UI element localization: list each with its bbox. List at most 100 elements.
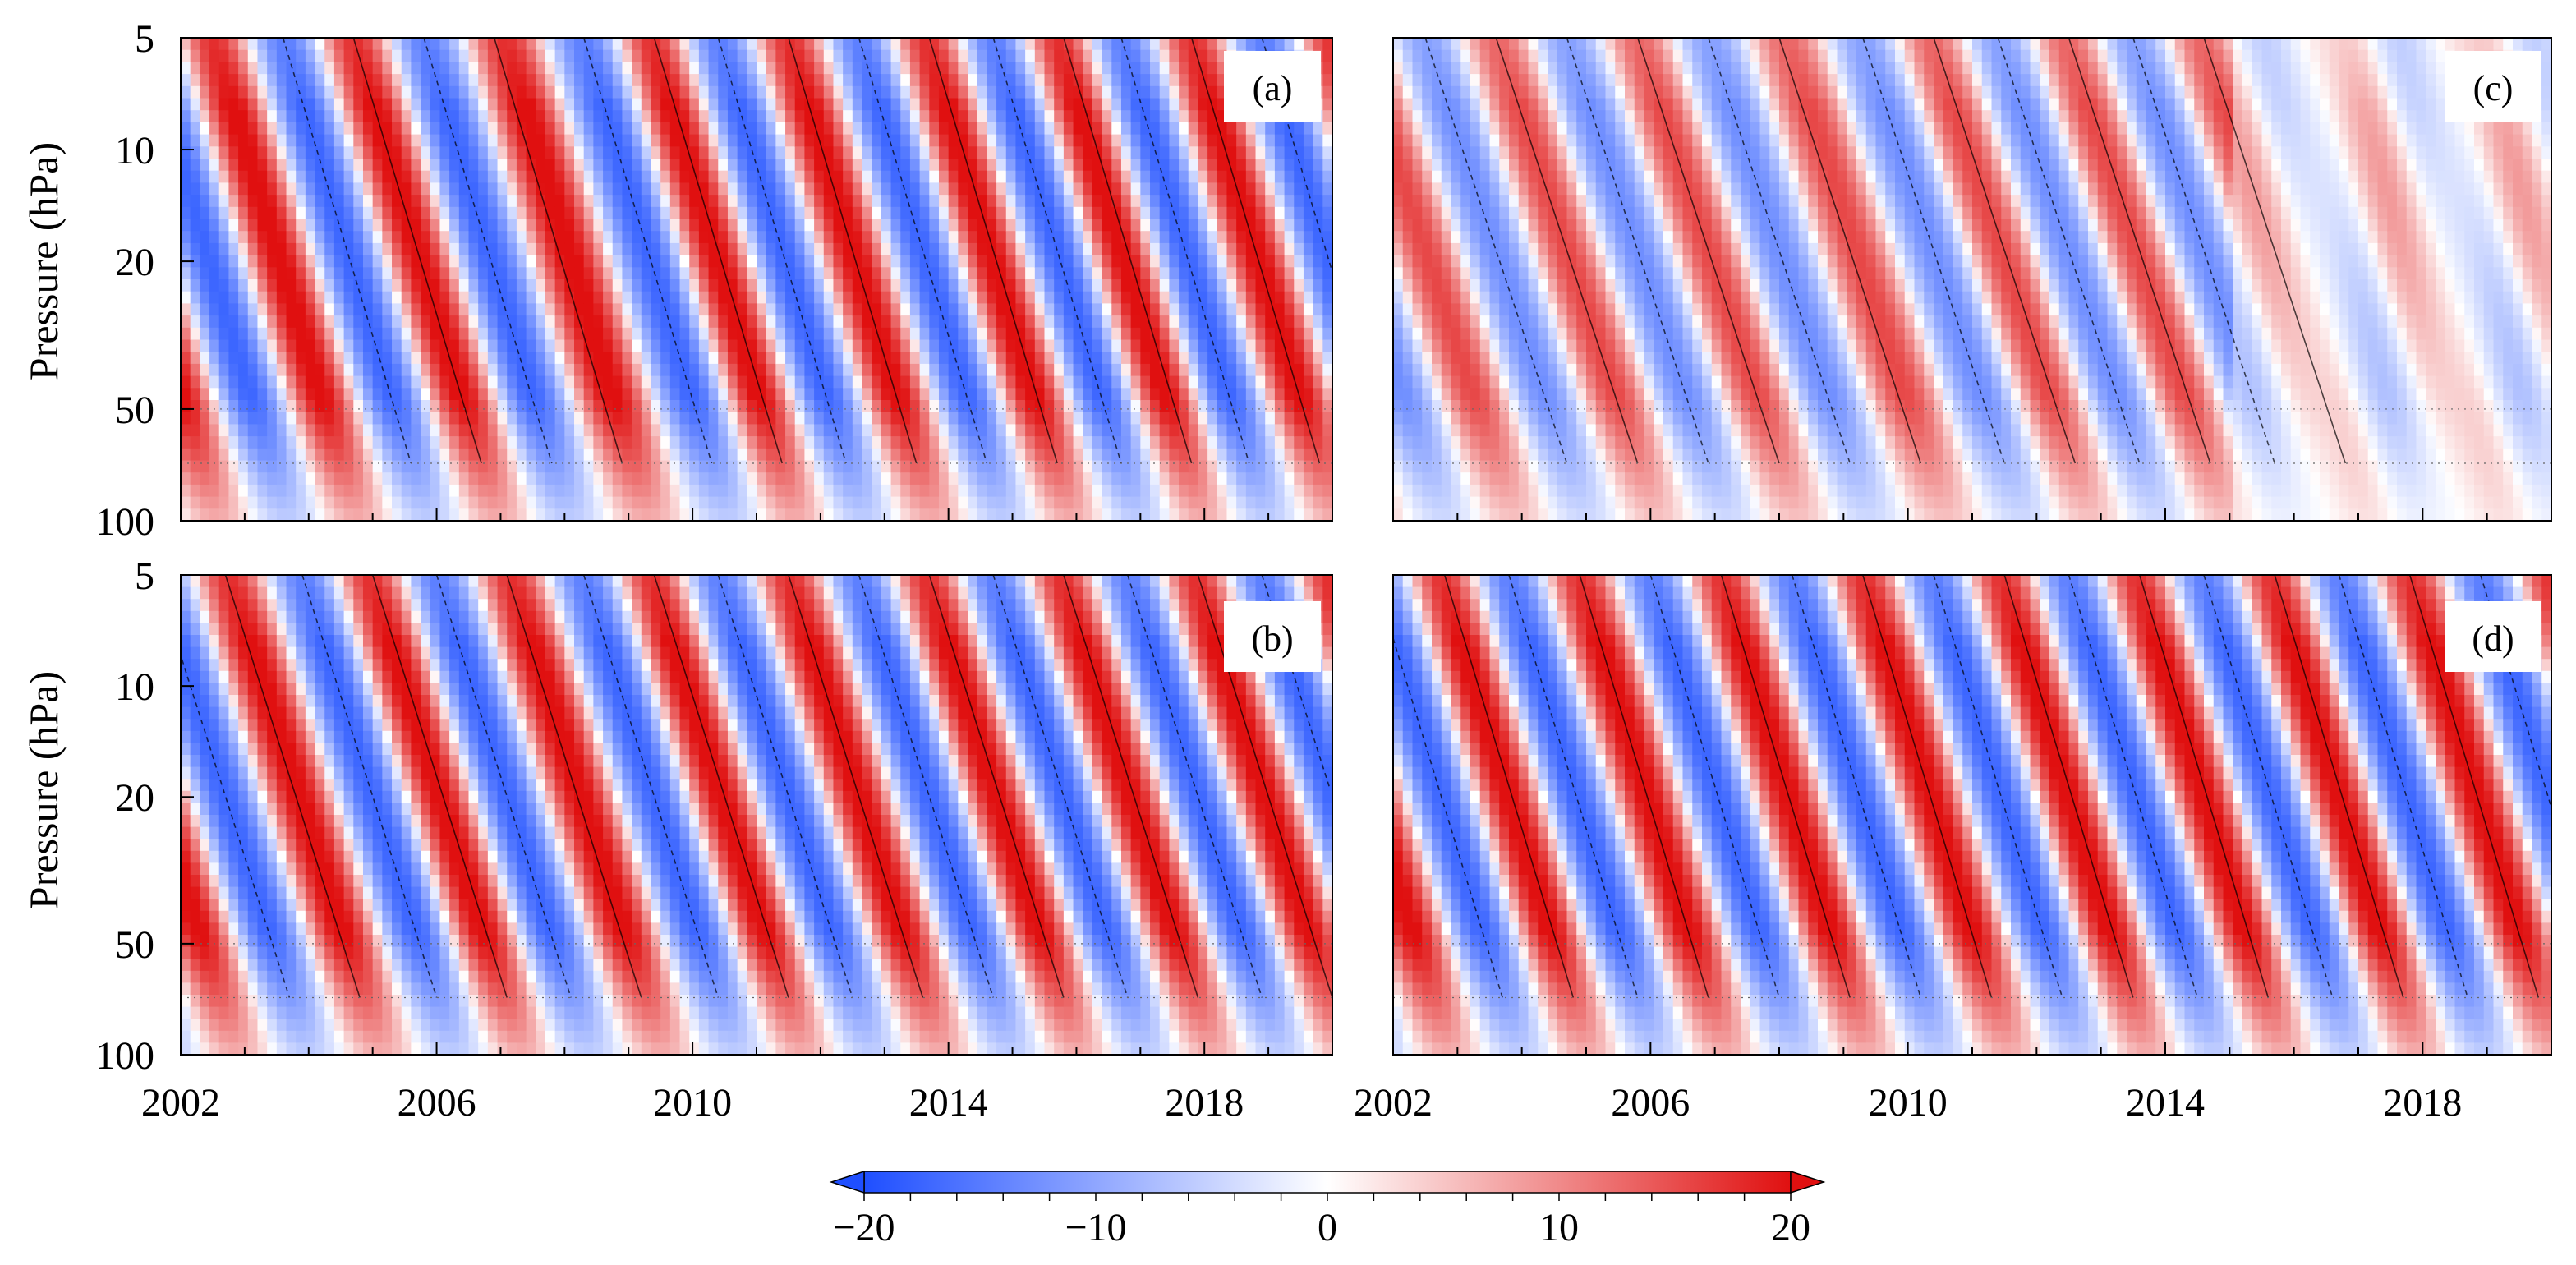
heatmap-cell <box>757 303 766 315</box>
heatmap-cell <box>363 243 373 255</box>
heatmap-cell <box>642 207 651 219</box>
heatmap-cell <box>613 352 623 364</box>
heatmap-cell <box>670 472 680 485</box>
heatmap-cell <box>373 424 383 436</box>
heatmap-cell <box>824 195 834 207</box>
heatmap-cell <box>248 99 258 111</box>
heatmap-cell <box>382 110 392 122</box>
heatmap-cell <box>574 159 584 171</box>
heatmap-cell <box>306 159 315 171</box>
heatmap-cell <box>920 110 930 122</box>
heatmap-cell <box>968 219 978 232</box>
heatmap-cell <box>1025 62 1035 74</box>
heatmap-cell <box>478 195 488 207</box>
heatmap-cell <box>642 86 651 99</box>
heatmap-cell <box>402 38 412 50</box>
heatmap-cell <box>1169 135 1179 147</box>
heatmap-cell <box>1054 195 1064 207</box>
heatmap-cell <box>1092 412 1102 425</box>
heatmap-cell <box>1322 219 1332 232</box>
heatmap-cell <box>228 231 238 243</box>
heatmap-cell <box>1025 292 1035 304</box>
heatmap-cell <box>709 508 719 521</box>
heatmap-cell <box>939 195 949 207</box>
heatmap-cell <box>968 110 978 122</box>
heatmap-cell <box>257 472 267 485</box>
heatmap-cell <box>334 99 344 111</box>
heatmap-cell <box>248 86 258 99</box>
heatmap-cell <box>642 231 651 243</box>
heatmap-cell <box>287 472 297 485</box>
heatmap-cell <box>1054 243 1064 255</box>
heatmap-cell <box>507 255 517 268</box>
heatmap-cell <box>238 231 248 243</box>
heatmap-cell <box>853 424 862 436</box>
heatmap-cell <box>1226 412 1236 425</box>
heatmap-cell <box>478 472 488 485</box>
heatmap-cell <box>1169 364 1179 376</box>
heatmap-cell <box>402 400 412 412</box>
heatmap-cell <box>689 400 699 412</box>
heatmap-cell <box>632 38 642 50</box>
heatmap-cell <box>881 231 891 243</box>
heatmap-cell <box>287 448 297 461</box>
heatmap-cell <box>564 340 574 352</box>
heatmap-cell <box>1236 171 1246 183</box>
heatmap-cell <box>527 231 536 243</box>
heatmap-cell <box>209 731 219 743</box>
heatmap-cell <box>306 231 315 243</box>
heatmap-cell <box>699 340 709 352</box>
heatmap-cell <box>469 315 479 328</box>
heatmap-cell <box>402 388 412 400</box>
heatmap-cell <box>1275 159 1285 171</box>
heatmap-cell <box>814 231 824 243</box>
heatmap-cell <box>219 292 229 304</box>
heatmap-cell <box>651 400 660 412</box>
heatmap-cell <box>929 424 939 436</box>
heatmap-cell <box>1092 448 1102 461</box>
heatmap-cell <box>1102 292 1112 304</box>
heatmap-cell <box>584 315 594 328</box>
heatmap-cell <box>1285 207 1295 219</box>
heatmap-cell <box>1285 292 1295 304</box>
heatmap-cell <box>430 135 440 147</box>
heatmap-cell <box>200 159 209 171</box>
heatmap-cell <box>1265 219 1275 232</box>
heatmap-cell <box>642 135 651 147</box>
heatmap-cell <box>1045 315 1055 328</box>
heatmap-cell <box>191 340 200 352</box>
heatmap-cell <box>228 364 238 376</box>
heatmap-cell <box>728 195 738 207</box>
heatmap-cell <box>660 207 670 219</box>
heatmap-cell <box>334 340 344 352</box>
heatmap-cell <box>1236 303 1246 315</box>
heatmap-cell <box>209 231 219 243</box>
heatmap-cell <box>680 267 690 279</box>
heatmap-cell <box>191 243 200 255</box>
heatmap-cell <box>1208 219 1217 232</box>
heatmap-cell <box>1015 171 1025 183</box>
heatmap-cell <box>939 315 949 328</box>
panel-b: (b) <box>181 575 1333 1056</box>
heatmap-cell <box>344 219 354 232</box>
heatmap-cell <box>574 424 584 436</box>
heatmap-cell <box>738 279 748 292</box>
heatmap-cell <box>603 352 613 364</box>
heatmap-cell <box>814 182 824 195</box>
heatmap-cell <box>1131 497 1141 509</box>
heatmap-cell <box>1025 231 1035 243</box>
heatmap-cell <box>1169 424 1179 436</box>
heatmap-cell <box>1083 243 1092 255</box>
heatmap-cell <box>527 461 536 473</box>
heatmap-cell <box>881 279 891 292</box>
heatmap-cell <box>584 376 594 389</box>
heatmap-cell <box>1054 472 1064 485</box>
heatmap-cell <box>411 340 421 352</box>
heatmap-cell <box>660 424 670 436</box>
heatmap-cell <box>238 364 248 376</box>
heatmap-cell <box>488 219 498 232</box>
heatmap-cell <box>315 448 325 461</box>
heatmap-cell <box>315 412 325 425</box>
heatmap-cell <box>1160 38 1170 50</box>
heatmap-cell <box>738 159 748 171</box>
